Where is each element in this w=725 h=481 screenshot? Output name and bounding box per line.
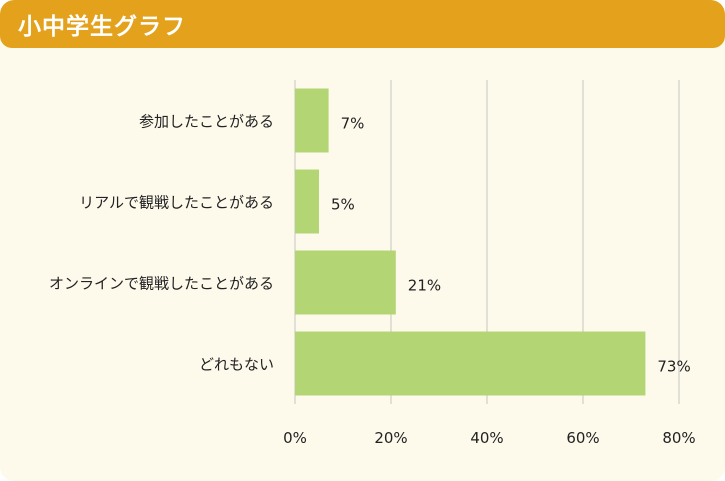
x-tick-label: 20% xyxy=(374,429,407,447)
labels: 0% 20% 40% 60% 80% 参加したことがある 7% リアルで観戦したことがある 5%… xyxy=(49,113,696,448)
x-tick-label: 40% xyxy=(470,429,503,447)
bars xyxy=(295,88,646,396)
x-tick-label: 0% xyxy=(283,429,307,447)
category-label: どれもない xyxy=(199,356,274,374)
bar xyxy=(295,169,319,234)
value-label: 5% xyxy=(331,196,355,214)
x-tick-label: 80% xyxy=(662,429,695,447)
bar xyxy=(295,88,329,153)
chart-header: 小中学生グラフ xyxy=(0,0,725,48)
value-label: 21% xyxy=(408,277,441,295)
bar xyxy=(295,250,396,315)
category-label: 参加したことがある xyxy=(139,113,274,131)
bar xyxy=(295,331,646,396)
category-label: リアルで観戦したことがある xyxy=(79,194,274,212)
value-label: 7% xyxy=(341,115,365,133)
x-tick-label: 60% xyxy=(566,429,599,447)
chart-title: 小中学生グラフ xyxy=(18,14,186,40)
category-label: オンラインで観戦したことがある xyxy=(49,275,274,293)
value-label: 73% xyxy=(657,358,690,376)
